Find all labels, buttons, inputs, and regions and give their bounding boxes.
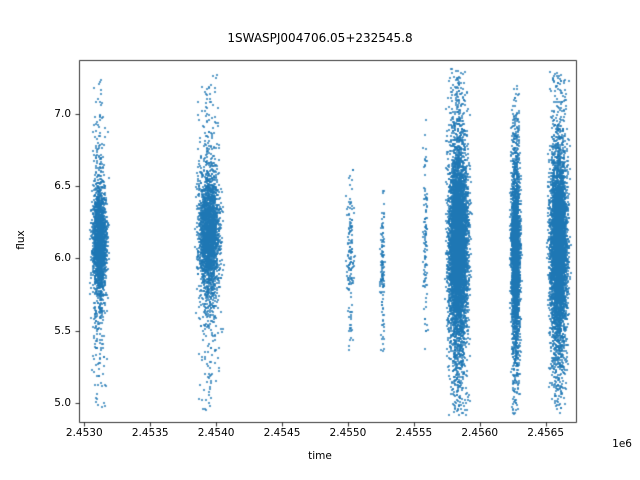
- scatter-plot-canvas: [0, 0, 640, 480]
- matplotlib-figure: 1SWASPJ004706.05+232545.8 time flux 1e6 …: [0, 0, 640, 480]
